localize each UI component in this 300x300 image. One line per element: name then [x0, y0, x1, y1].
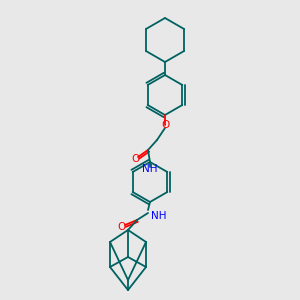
Text: O: O — [118, 222, 126, 232]
Text: NH: NH — [142, 164, 158, 174]
Text: O: O — [131, 154, 139, 164]
Text: O: O — [161, 120, 169, 130]
Text: NH: NH — [151, 211, 167, 221]
